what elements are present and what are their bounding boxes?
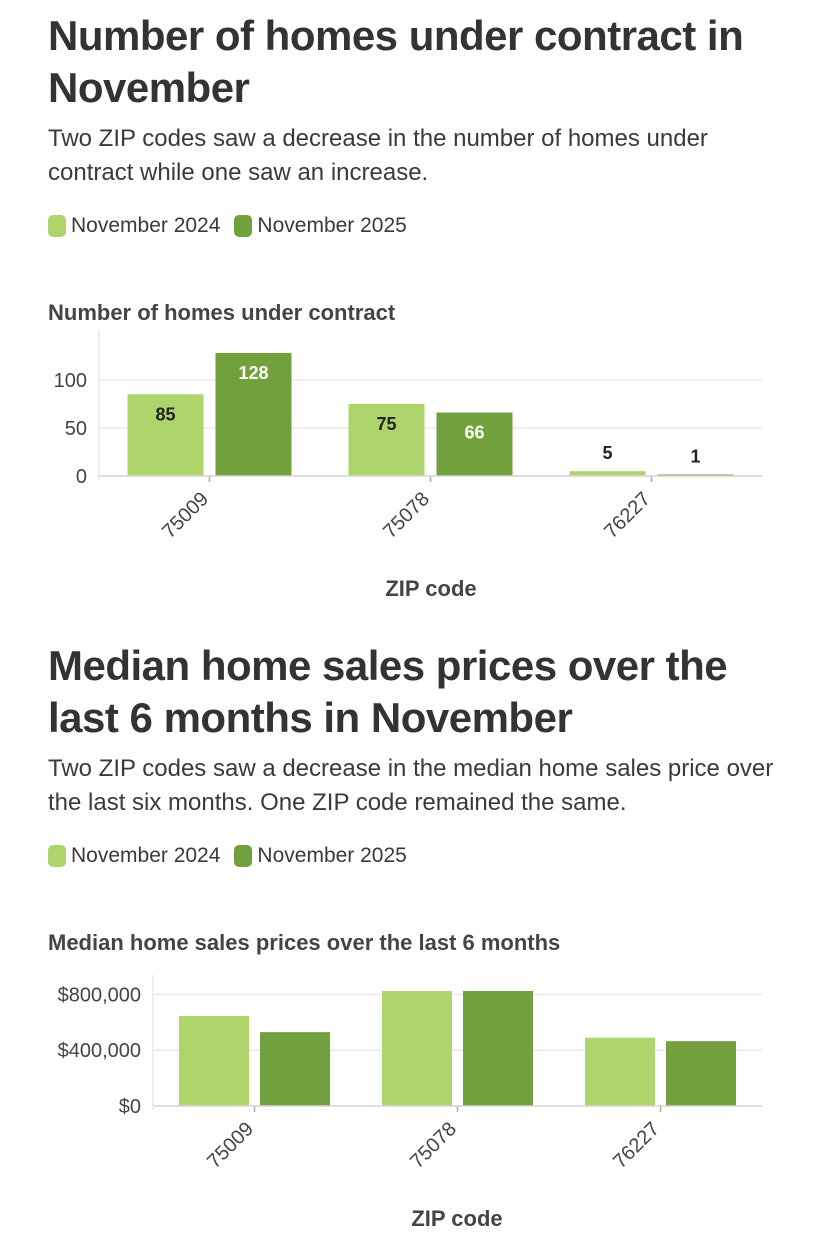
section-subtitle: Two ZIP codes saw a decrease in the numb… [48,125,708,186]
chart-title-container: Number of homes under contract [48,300,788,326]
bar [348,403,425,476]
y-tick-label: 50 [65,418,87,440]
y-tick-label: 0 [76,466,87,488]
legend: November 2024 November 2025 [48,214,788,238]
data-label: 66 [464,423,484,443]
legend-item-nov-2024: November 2024 [48,214,220,238]
bar [585,1037,655,1106]
x-tick-label: 75009 [203,1118,258,1173]
bar [569,471,646,476]
section-homes-under-contract: Number of homes under contract in Novemb… [48,10,788,238]
bar [215,353,292,476]
homes-under-contract-chart: 0 50 100 85 128 75009 75 66 75078 5 1 76227 ZIP code [54,330,762,601]
data-label: 85 [155,404,175,424]
legend-label: November 2025 [257,214,407,237]
x-tick-label: 75078 [406,1118,461,1173]
section-title: Median home sales prices over the last 6… [48,642,728,741]
x-tick-label: 76227 [600,488,655,543]
legend-label: November 2024 [71,214,221,237]
bar [382,991,452,1106]
legend-item-nov-2025: November 2025 [234,844,407,868]
bar [463,991,533,1106]
chart-title-container: Median home sales prices over the last 6… [48,930,788,956]
bar [666,1041,736,1106]
bar [127,394,204,476]
legend-label: November 2025 [257,844,407,867]
section-title: Number of homes under contract in Novemb… [48,12,744,111]
section-median-prices: Median home sales prices over the last 6… [48,640,788,868]
x-tick-label: 75009 [158,488,213,543]
y-tick-label: 100 [54,370,87,392]
chart-title: Number of homes under contract [48,300,396,325]
y-tick-label: $0 [119,1096,141,1118]
y-tick-label: $800,000 [58,984,141,1006]
legend-swatch [234,845,253,867]
legend-swatch [234,215,253,237]
legend-item-nov-2025: November 2025 [234,214,407,238]
data-label: 128 [238,363,268,383]
legend: November 2024 November 2025 [48,844,788,868]
data-label: 5 [602,443,612,463]
data-label: 1 [690,447,700,467]
x-tick-label: 75078 [379,488,434,543]
bar [260,1032,330,1106]
y-tick-label: $400,000 [58,1040,141,1062]
x-axis-label: ZIP code [411,1206,502,1231]
x-axis-label: ZIP code [385,576,476,601]
legend-label: November 2024 [71,844,221,867]
median-prices-chart: $0 $400,000 $800,000 75009 75078 76227 ZIP cod… [58,975,762,1231]
data-label: 75 [376,414,396,434]
legend-swatch [48,215,66,237]
section-subtitle: Two ZIP codes saw a decrease in the medi… [48,755,774,816]
chart-title: Median home sales prices over the last 6… [48,930,561,955]
bar [179,1016,249,1106]
bar [436,412,513,476]
x-tick-label: 76227 [609,1118,664,1173]
legend-item-nov-2024: November 2024 [48,844,220,868]
legend-swatch [48,845,66,867]
